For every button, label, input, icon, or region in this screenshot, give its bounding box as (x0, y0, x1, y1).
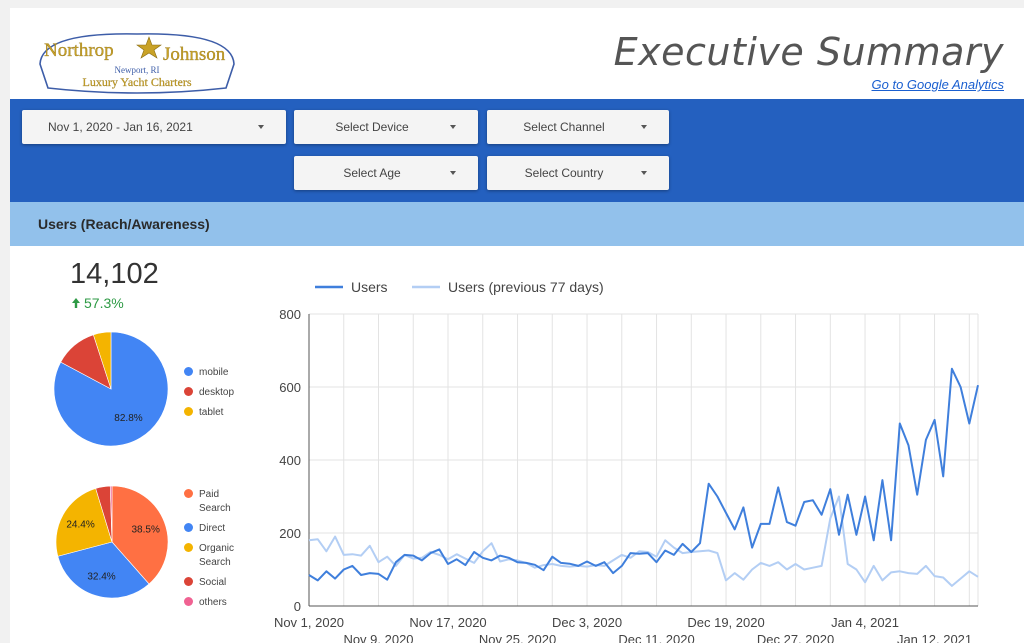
section-header: Users (Reach/Awareness) (10, 202, 1024, 246)
users-kpi-change: 57.3% (72, 295, 124, 311)
x-tick-label: Dec 3, 2020 (552, 615, 622, 630)
channel_pie-slice-paid-search[interactable] (111, 486, 168, 585)
date-range-dropdown[interactable]: Nov 1, 2020 - Jan 16, 2021 (22, 110, 286, 144)
legend-label: Organic Search (199, 543, 235, 568)
legend-item[interactable]: tablet (184, 406, 234, 420)
age-dropdown[interactable]: Select Age (294, 156, 478, 190)
chevron-down-icon (258, 125, 264, 129)
legend-dot (184, 387, 193, 396)
x-tick-label: Dec 11, 2020 (618, 632, 694, 643)
users-kpi-value: 14,102 (70, 258, 159, 290)
device_pie-slice-tablet[interactable] (93, 332, 112, 390)
legend-item[interactable]: mobile (184, 366, 234, 380)
x-tick-label: Jan 12, 2021 (897, 632, 972, 643)
legend-item[interactable]: others (184, 596, 243, 610)
chevron-down-icon (641, 171, 647, 175)
device-dropdown[interactable]: Select Device (294, 110, 478, 144)
legend-label: mobile (199, 367, 229, 378)
channel_pie-slice-others[interactable] (109, 486, 113, 543)
x-tick-label: Dec 19, 2020 (687, 615, 764, 630)
logo-word-1: Northrop (44, 40, 114, 61)
logo-word-2: Johnson (163, 44, 226, 65)
channel_pie-slice-label: 24.4% (66, 519, 94, 530)
arrow-up-icon (72, 298, 80, 308)
x-tick-label: Jan 4, 2021 (831, 615, 899, 630)
y-tick-label: 600 (279, 380, 301, 395)
legend-dot (184, 543, 193, 552)
legend-item[interactable]: Paid Search (184, 488, 243, 516)
dashboard-page: Northrop Johnson Newport, RI Luxury Yach… (10, 8, 1024, 643)
y-tick-label: 800 (279, 307, 301, 322)
legend-label: others (199, 597, 227, 608)
x-tick-label: Nov 9, 2020 (343, 632, 413, 643)
section-title: Users (Reach/Awareness) (38, 216, 210, 232)
legend-label: desktop (199, 387, 235, 398)
country-label: Select Country (524, 166, 604, 180)
x-tick-label: Nov 1, 2020 (274, 615, 344, 630)
device-legend: mobile desktop tablet (184, 366, 234, 426)
users-line-chart: Users Users (previous 77 days) 0 200 400 600 8… (274, 279, 979, 643)
x-tick-label: Dec 27, 2020 (757, 632, 834, 643)
y-tick-label: 0 (294, 599, 301, 614)
legend-label: tablet (199, 407, 224, 418)
channel-label: Select Channel (523, 120, 605, 134)
legend-item[interactable]: Direct (184, 522, 243, 536)
channel_pie-slice-label: 32.4% (87, 571, 115, 582)
date-range-label: Nov 1, 2020 - Jan 16, 2021 (48, 120, 193, 134)
legend-dot (184, 577, 193, 586)
device_pie-slice-label: 82.8% (114, 413, 142, 424)
chart-legend-label: Users (351, 279, 388, 295)
channel_pie-slice-direct[interactable] (57, 541, 150, 598)
x-tick-label: Nov 17, 2020 (409, 615, 486, 630)
chart-legend-label: Users (previous 77 days) (448, 279, 604, 295)
y-tick-label: 400 (279, 453, 301, 468)
chevron-down-icon (450, 125, 456, 129)
chevron-down-icon (641, 125, 647, 129)
legend-label: Paid Search (199, 489, 231, 514)
legend-dot (184, 489, 193, 498)
series-line-users-previous[interactable] (308, 495, 979, 587)
filter-bar: Nov 1, 2020 - Jan 16, 2021 Select Device… (10, 99, 1024, 202)
google-analytics-link[interactable]: Go to Google Analytics (871, 77, 1004, 92)
device-pie-chart: 82.8% (54, 332, 168, 446)
legend-dot (184, 597, 193, 606)
channel-dropdown[interactable]: Select Channel (487, 110, 669, 144)
legend-label: Direct (199, 523, 226, 534)
logo-tagline: Luxury Yacht Charters (83, 75, 192, 89)
channel-legend: Paid Search Direct Organic Search Social oth… (184, 488, 243, 616)
kpi-change-value: 57.3% (84, 295, 124, 311)
y-tick-label: 200 (279, 526, 301, 541)
channel-pie-chart: 38.5% 32.4% 24.4% (56, 486, 168, 598)
device-label: Select Device (335, 120, 409, 134)
channel_pie-slice-label: 38.5% (131, 524, 159, 535)
legend-item[interactable]: Organic Search (184, 542, 243, 570)
chevron-down-icon (450, 171, 456, 175)
legend-dot (184, 407, 193, 416)
logo-location: Newport, RI (115, 65, 160, 75)
country-dropdown[interactable]: Select Country (487, 156, 669, 190)
star-icon (136, 36, 162, 59)
company-logo: Northrop Johnson Newport, RI Luxury Yach… (39, 33, 235, 94)
legend-item[interactable]: desktop (184, 386, 234, 400)
legend-dot (184, 523, 193, 532)
page-title: Executive Summary (613, 30, 1004, 74)
channel_pie-slice-organic-search[interactable] (56, 488, 113, 557)
legend-label: Social (199, 577, 227, 588)
age-label: Select Age (343, 166, 401, 180)
x-tick-label: Nov 25, 2020 (479, 632, 556, 643)
legend-dot (184, 367, 193, 376)
series-line-users[interactable] (308, 367, 979, 582)
legend-item[interactable]: Social (184, 576, 243, 590)
